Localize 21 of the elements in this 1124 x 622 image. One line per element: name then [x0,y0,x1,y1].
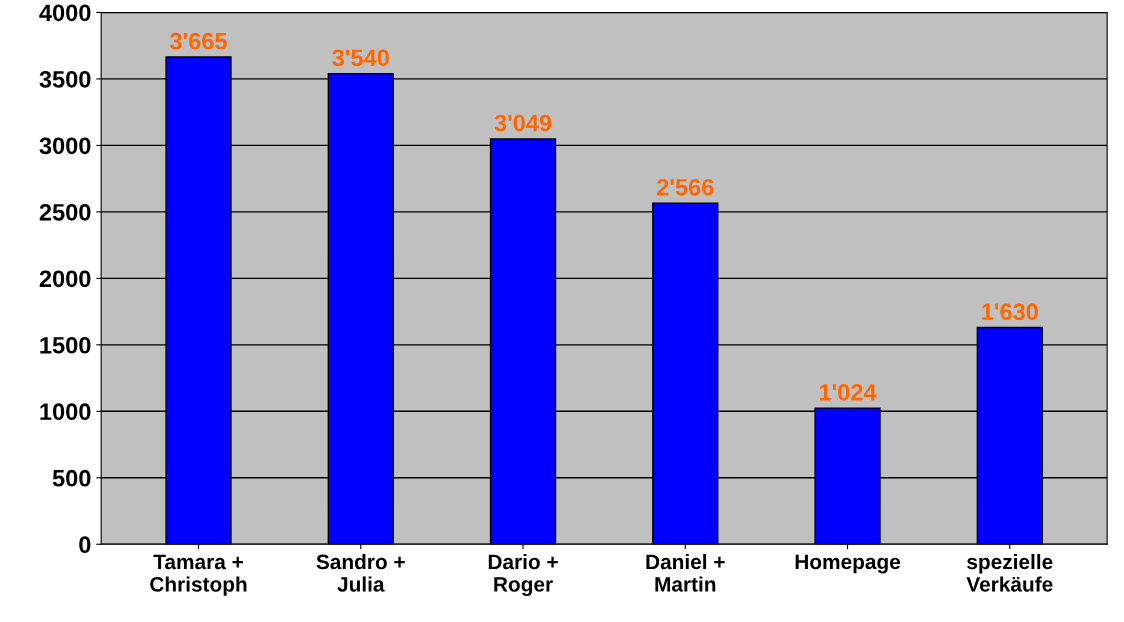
data-label: 1'024 [819,383,877,401]
y-tick-label: 2000 [39,270,91,288]
x-tick-label: Homepage [795,554,901,574]
y-tick-label: 1500 [40,336,91,354]
x-tick-label: Daniel + Martin [646,553,725,592]
data-label: 3'665 [169,32,227,50]
y-tick-label: 0 [79,536,91,554]
y-tick-label: 500 [52,469,91,487]
data-label: 3'049 [494,114,552,132]
data-label: 3'540 [332,49,389,67]
y-tick-label: 2500 [39,203,91,221]
y-tick-label: 1000 [40,403,91,421]
data-label: 2'566 [657,178,714,196]
x-tick-label: Dario + Roger [488,553,558,596]
x-tick-label: spezielle Verkäufe [966,553,1053,592]
data-label: 1'630 [982,303,1038,321]
y-tick-label: 3000 [39,137,91,155]
x-tick-label: Tamara + Christoph [150,554,247,596]
y-tick-label: 3500 [39,70,91,88]
y-tick-label: 4000 [39,4,91,22]
x-tick-label: Sandro + Julia [316,553,405,592]
